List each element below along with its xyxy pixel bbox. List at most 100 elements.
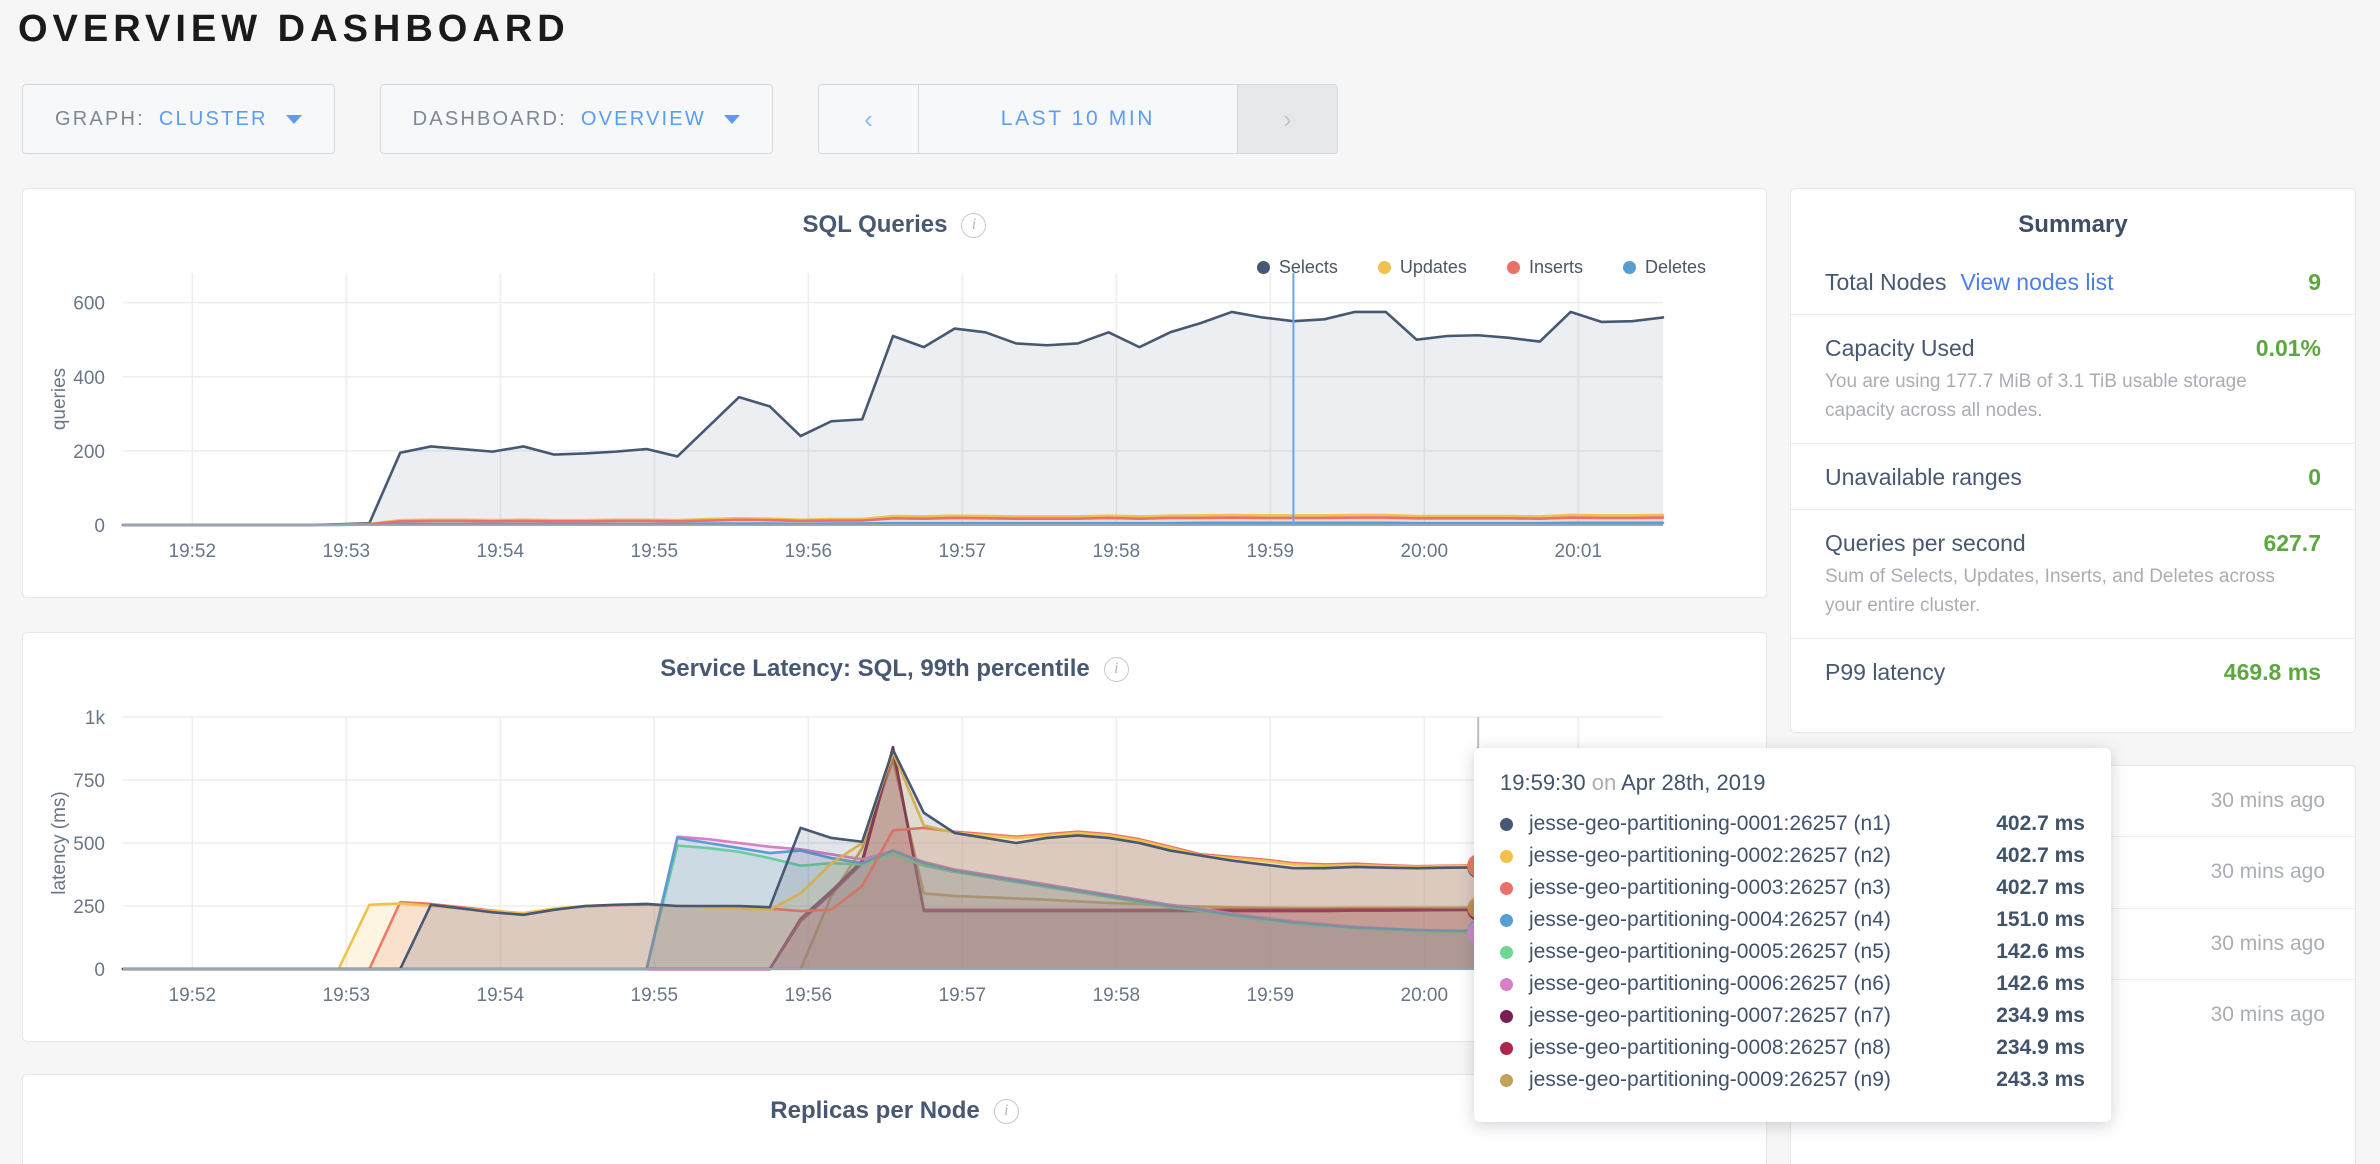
summary-row-description: You are using 177.7 MiB of 3.1 TiB usabl…	[1825, 371, 2247, 421]
summary-row-head: Unavailable ranges 0	[1825, 464, 2321, 491]
sql-queries-card: SQL Queries i Selects Updates Inserts Delet…	[22, 188, 1767, 598]
summary-row: Unavailable ranges 0	[1791, 443, 2355, 509]
tooltip-row: jesse-geo-partitioning-0001:26257 (n1) 40…	[1500, 808, 2085, 840]
x-axis-tick-label: 20:00	[1401, 541, 1449, 562]
x-axis-tick-label: 19:53	[323, 985, 371, 1006]
tooltip-series-name: jesse-geo-partitioning-0006:26257 (n6)	[1529, 972, 1891, 995]
series-area-n6	[123, 836, 1663, 969]
x-axis-tick-label: 19:57	[939, 541, 987, 562]
tooltip-row: jesse-geo-partitioning-0004:26257 (n4) 15…	[1500, 904, 2085, 936]
dashboard-dropdown-label: DASHBOARD:	[412, 107, 567, 130]
info-icon[interactable]: i	[1103, 656, 1129, 682]
series-color-dot-icon	[1500, 1073, 1513, 1087]
x-axis-tick-label: 19:56	[785, 985, 833, 1006]
dashboard-dropdown-value: OVERVIEW	[580, 107, 706, 130]
series-color-dot-icon	[1500, 817, 1513, 831]
tooltip-series-value: 234.9 ms	[1996, 1036, 2085, 1059]
event-time: 30 mins ago	[2210, 931, 2325, 955]
tooltip-row: jesse-geo-partitioning-0009:26257 (n9) 24…	[1500, 1064, 2085, 1096]
tooltip-series-value: 402.7 ms	[1996, 812, 2085, 835]
info-icon[interactable]: i	[961, 212, 987, 238]
y-axis-tick-label: 400	[73, 368, 105, 389]
summary-card: Summary Total Nodes View nodes list 9 Capac…	[1790, 188, 2356, 733]
sql-queries-plot[interactable]: 0 200 400 600 19:52 19:53 19:54 19:55 19:56 19:57…	[23, 255, 1766, 595]
y-axis-tick-label: 1k	[85, 708, 106, 729]
tooltip-rows: jesse-geo-partitioning-0001:26257 (n1) 40…	[1500, 808, 2085, 1096]
tooltip-row: jesse-geo-partitioning-0007:26257 (n7) 23…	[1500, 1000, 2085, 1032]
chevron-down-icon	[723, 114, 740, 124]
summary-row-head: P99 latency 469.8 ms	[1825, 659, 2321, 686]
page-title: OVERVIEW DASHBOARD	[18, 8, 570, 50]
view-nodes-list-link[interactable]: View nodes list	[1960, 269, 2114, 295]
tooltip-series-name: jesse-geo-partitioning-0008:26257 (n8)	[1529, 1036, 1891, 1059]
summary-row-label: P99 latency	[1825, 659, 1946, 685]
summary-row: Queries per second 627.7 Sum of Selects, U…	[1791, 509, 2355, 638]
tooltip-series-name: jesse-geo-partitioning-0001:26257 (n1)	[1529, 812, 1891, 835]
summary-row-head: Queries per second 627.7	[1825, 530, 2321, 557]
x-axis-tick-label: 19:57	[939, 985, 987, 1006]
y-axis-label: latency (ms)	[49, 791, 70, 894]
info-icon[interactable]: i	[993, 1098, 1019, 1124]
tooltip-series-name: jesse-geo-partitioning-0003:26257 (n3)	[1529, 876, 1891, 899]
summary-row-value: 627.7	[2263, 530, 2321, 556]
y-axis-label: queries	[49, 368, 70, 430]
tooltip-series-value: 151.0 ms	[1996, 908, 2085, 931]
sql-queries-title-row: SQL Queries i	[23, 189, 1766, 239]
series-line-selects	[121, 310, 1665, 527]
time-range-value[interactable]: LAST 10 MIN	[918, 85, 1237, 153]
x-axis-tick-label: 19:52	[169, 541, 217, 562]
x-axis-tick-label: 19:59	[1247, 541, 1295, 562]
legend-label: Inserts	[1528, 257, 1583, 277]
graph-dropdown-value: CLUSTER	[158, 107, 268, 130]
x-axis-tick-label: 19:55	[631, 541, 679, 562]
tooltip-series-value: 402.7 ms	[1996, 876, 2085, 899]
series-color-dot-icon	[1500, 945, 1513, 959]
summary-title: Summary	[2018, 211, 2128, 238]
summary-row-head: Total Nodes View nodes list 9	[1825, 269, 2321, 296]
x-axis-tick-label: 19:53	[323, 541, 371, 562]
time-range-next-button[interactable]: ›	[1236, 85, 1337, 153]
y-axis-tick-label: 600	[73, 294, 105, 315]
tooltip-series-name: jesse-geo-partitioning-0007:26257 (n7)	[1529, 1004, 1891, 1027]
time-range-selector: ‹ LAST 10 MIN ›	[817, 84, 1338, 154]
tooltip-series-value: 402.7 ms	[1996, 844, 2085, 867]
tooltip-series-name: jesse-geo-partitioning-0002:26257 (n2)	[1529, 844, 1891, 867]
time-range-prev-button[interactable]: ‹	[818, 85, 919, 153]
chart-title-text: SQL Queries	[802, 211, 948, 238]
dashboard-dropdown[interactable]: DASHBOARD: OVERVIEW	[379, 84, 773, 154]
series-area-n7	[123, 747, 1663, 969]
legend-item-updates[interactable]: Updates	[1377, 257, 1467, 278]
tooltip-series-value: 243.3 ms	[1996, 1068, 2085, 1091]
summary-row-value: 9	[2308, 269, 2321, 295]
series-color-dot-icon	[1500, 913, 1513, 927]
y-axis-tick-label: 750	[73, 771, 105, 792]
x-axis-tick-label: 19:55	[631, 985, 679, 1006]
legend-dot-icon	[1506, 261, 1520, 274]
series-color-dot-icon	[1500, 1009, 1513, 1023]
tooltip-series-value: 234.9 ms	[1996, 1004, 2085, 1027]
toolbar: GRAPH: CLUSTER DASHBOARD: OVERVIEW ‹ LAS…	[22, 84, 1338, 154]
tooltip-series-value: 142.6 ms	[1996, 972, 2085, 995]
replicas-title-row: Replicas per Node i	[23, 1075, 1766, 1125]
series-area-n4	[123, 837, 1663, 969]
legend-item-selects[interactable]: Selects	[1256, 257, 1338, 278]
summary-row-value: 0	[2308, 464, 2321, 490]
summary-rows: Total Nodes View nodes list 9 Capacity Used…	[1791, 249, 2355, 704]
graph-dropdown-label: GRAPH:	[55, 107, 145, 130]
legend-item-deletes[interactable]: Deletes	[1622, 257, 1706, 278]
graph-dropdown[interactable]: GRAPH: CLUSTER	[22, 84, 335, 154]
tooltip-on: on	[1585, 770, 1622, 795]
summary-row-label: Unavailable ranges	[1825, 464, 2022, 490]
service-latency-plot[interactable]: 0 250 500 750 1k 19:52 19:53 19:54 19:55 19:56 19:…	[23, 699, 1766, 1039]
tooltip-series-name: jesse-geo-partitioning-0005:26257 (n5)	[1529, 940, 1891, 963]
series-color-dot-icon	[1500, 1041, 1513, 1055]
legend-item-inserts[interactable]: Inserts	[1506, 257, 1583, 278]
tooltip-series-value: 142.6 ms	[1996, 940, 2085, 963]
x-axis-tick-label: 19:54	[477, 541, 525, 562]
summary-row-label: Queries per second	[1825, 530, 2026, 556]
tooltip-row: jesse-geo-partitioning-0005:26257 (n5) 14…	[1500, 936, 2085, 968]
series-area-n8	[123, 749, 1663, 969]
summary-row-head: Capacity Used 0.01%	[1825, 335, 2321, 362]
series-area-n9	[123, 759, 1663, 969]
